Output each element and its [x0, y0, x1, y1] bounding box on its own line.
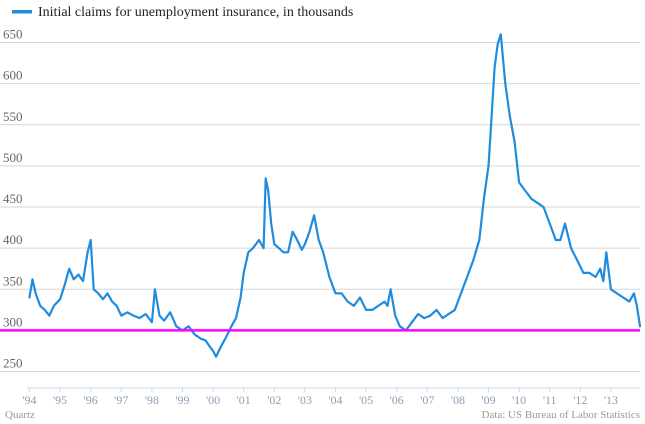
y-tick-label: 550 — [3, 109, 23, 124]
legend-label: Initial claims for unemployment insuranc… — [38, 5, 353, 20]
x-tick-label: '13 — [604, 393, 618, 407]
x-tick-label: '08 — [451, 393, 465, 407]
x-tick-label: '96 — [84, 393, 98, 407]
x-tick-label: '07 — [420, 393, 434, 407]
legend-swatch — [12, 10, 32, 14]
x-tick-label: '12 — [573, 393, 587, 407]
x-tick-label: '05 — [359, 393, 373, 407]
y-tick-label: 350 — [3, 273, 23, 288]
y-tick-label: 650 — [3, 27, 23, 42]
x-tick-label: '95 — [53, 393, 67, 407]
x-tick-label: '94 — [22, 393, 36, 407]
y-tick-label: 300 — [3, 314, 23, 329]
x-tick-label: '99 — [175, 393, 189, 407]
x-tick-label: '04 — [328, 393, 342, 407]
series-line — [28, 33, 642, 358]
x-tick-label: '09 — [481, 393, 495, 407]
x-tick-label: '97 — [114, 393, 128, 407]
y-tick-label: 500 — [3, 150, 23, 165]
legend: Initial claims for unemployment insuranc… — [12, 5, 353, 20]
footer-source-right: Data: US Bureau of Labor Statistics — [481, 409, 640, 421]
x-tick-label: '11 — [543, 393, 557, 407]
y-tick-label: 600 — [3, 68, 23, 83]
x-tick-label: '03 — [298, 393, 312, 407]
x-tick-label: '02 — [267, 393, 281, 407]
x-tick-label: '06 — [390, 393, 404, 407]
series-group — [28, 33, 642, 358]
y-axis: 250 300 350 400 450 500 550 600 650 — [3, 27, 23, 371]
y-tick-label: 450 — [3, 191, 23, 206]
y-tick-label: 250 — [3, 356, 23, 371]
y-tick-label: 400 — [3, 232, 23, 247]
x-tick-label: '10 — [512, 393, 526, 407]
x-tick-label: '01 — [237, 393, 251, 407]
x-tick-label: '00 — [206, 393, 220, 407]
footer-source-left: Quartz — [5, 409, 35, 421]
x-tick-label: '98 — [145, 393, 159, 407]
x-axis: '94 '95 '96 '97 '98 '99 '00 '01 '02 '03 '04 '05 '06 '… — [22, 387, 640, 407]
